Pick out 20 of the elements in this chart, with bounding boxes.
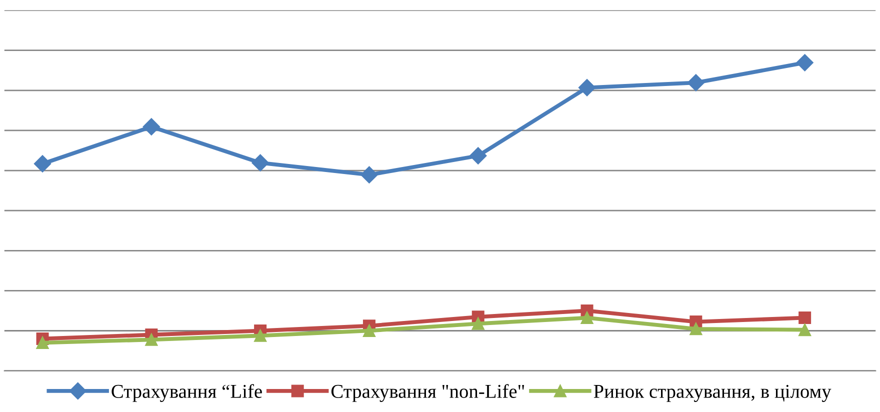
point (578, 79, 596, 96)
point (798, 324, 812, 336)
point (690, 322, 702, 336)
legend-label: Страхування “Life (112, 384, 262, 402)
point (798, 312, 812, 324)
point (142, 118, 160, 136)
point (34, 155, 52, 172)
point (580, 312, 594, 324)
point (470, 147, 487, 164)
legend-label: Страхування "non-Life" (331, 384, 524, 402)
point (252, 154, 269, 172)
point (36, 336, 49, 350)
point (687, 74, 704, 92)
point (796, 54, 814, 72)
point (362, 324, 376, 337)
point (360, 166, 378, 184)
point (145, 333, 158, 346)
point (472, 317, 484, 330)
legend-label: Ринок страхування, в цілому (594, 384, 832, 402)
point (254, 329, 267, 342)
